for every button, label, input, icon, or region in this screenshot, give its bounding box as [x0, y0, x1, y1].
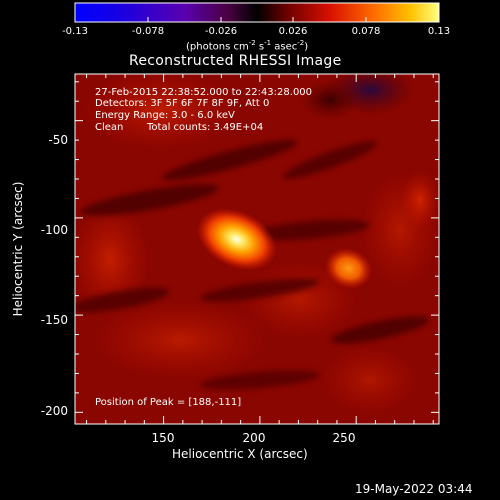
chart-title: Reconstructed RHESSI Image	[129, 53, 342, 69]
energy-range-label: Energy Range: 3.0 - 6.0 keV	[95, 110, 235, 121]
total-counts-label: Total counts: 3.49E+04	[147, 122, 264, 133]
axis-ticks	[75, 74, 439, 424]
colorbar	[74, 2, 440, 23]
x-tick-label: 150	[151, 431, 175, 445]
y-tick-label: -200	[40, 404, 68, 418]
colorbar-tick-label: -0.13	[62, 26, 88, 37]
y-tick-label: -100	[40, 223, 68, 237]
x-tick-label: 250	[332, 431, 356, 445]
x-tick-label: 200	[242, 431, 266, 445]
secondary-source	[324, 248, 373, 289]
primary-source	[196, 208, 277, 271]
y-tick-label: -50	[48, 133, 68, 147]
colorbar-tick-label: -0.026	[204, 26, 238, 37]
colorbar-unit-label: (photons cm-2 s-1 asec-2)	[186, 39, 309, 53]
generation-date: 19-May-2022 03:44	[355, 482, 473, 496]
colorbar-ticks	[74, 17, 440, 22]
algorithm-label: Clean	[95, 122, 124, 133]
y-tick-label: -150	[40, 313, 68, 327]
colorbar-tick-label: 0.026	[278, 26, 308, 37]
colorbar-tick-label: 0.13	[427, 26, 451, 37]
plot-frame	[74, 73, 440, 425]
image-area	[75, 74, 439, 424]
time-range-label: 27-Feb-2015 22:38:52.000 to 22:43:28.000	[95, 87, 313, 98]
y-axis-label: Heliocentric Y (arcsec)	[11, 181, 25, 317]
colorbar-gradient	[74, 2, 440, 23]
x-axis-label: Heliocentric X (arcsec)	[172, 447, 308, 461]
colorbar-tick-label: 0.078	[351, 26, 381, 37]
colorbar-tick-label: -0.078	[131, 26, 165, 37]
detectors-label: Detectors: 3F 5F 6F 7F 8F 9F, Att 0	[95, 98, 270, 109]
peak-position-label: Position of Peak = [188,-111]	[95, 397, 242, 408]
